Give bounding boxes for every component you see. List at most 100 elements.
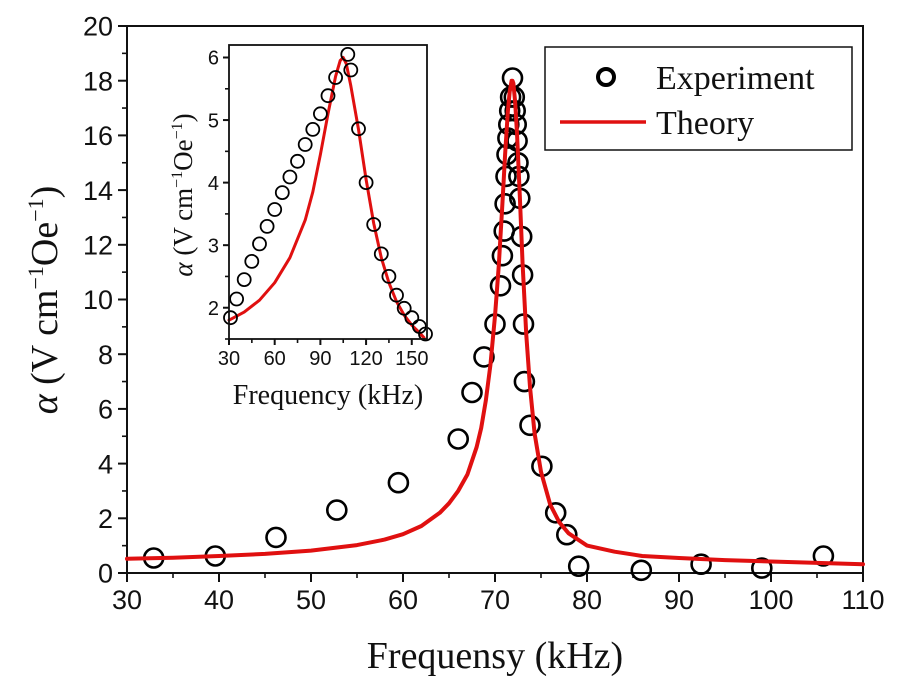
inset-experiment-point — [358, 175, 374, 191]
inset-y-exp-a: −1 — [169, 171, 186, 188]
main-x-tick-label: 110 — [841, 585, 884, 615]
inset-x-tick-label: 30 — [218, 348, 240, 370]
inset-experiment-point — [396, 300, 412, 316]
inset-experiment-point — [244, 253, 260, 269]
main-plot: 30 40 50 60 70 80 90 100 110 0 2 4 6 8 10 12 14 16 18 20 F… — [23, 12, 885, 677]
inset-frame — [228, 44, 428, 340]
inset-y-unit-a: (V cm — [168, 188, 198, 263]
inset-x-tick-label: 150 — [395, 348, 428, 370]
inset-experiment-point — [267, 202, 283, 217]
main-theory-line — [125, 78, 865, 567]
main-experiment-point — [812, 545, 835, 567]
main-experiment-point — [473, 346, 495, 368]
main-experiment-point — [567, 555, 590, 578]
main-experiment-point — [447, 428, 470, 450]
main-experiment-point — [544, 501, 567, 524]
inset-experiment-point — [404, 310, 420, 326]
main-experiment-point — [630, 559, 653, 582]
inset-y-exp-b: −1 — [169, 122, 186, 139]
main-x-tick-label: 80 — [572, 585, 602, 615]
inset-x-tick-label: 90 — [309, 348, 331, 370]
inset-y-tick-label: 6 — [208, 48, 219, 70]
inset-y-tick-label: 4 — [208, 173, 219, 195]
main-x-tick-label: 40 — [204, 585, 234, 615]
main-theory-series — [125, 78, 865, 567]
inset-y-unit-b: Oe — [168, 139, 198, 170]
inset-experiment-point — [389, 287, 404, 303]
main-x-tick-label: 90 — [664, 585, 694, 615]
inset-experiment-point — [290, 153, 305, 169]
main-experiment-point — [387, 471, 410, 494]
main-x-tick-label: 60 — [388, 585, 418, 615]
y-unit-a: (V cm — [24, 290, 66, 395]
main-experiment-point — [491, 244, 514, 267]
y-symbol: α — [24, 393, 66, 414]
main-x-tick-label: 70 — [480, 585, 510, 615]
inset-x-axis-label: Frequency (kHz) — [233, 380, 423, 411]
legend-experiment-marker — [596, 67, 616, 87]
inset-experiment-point — [223, 310, 238, 326]
inset-experiment-point — [351, 121, 366, 137]
main-experiment-point — [461, 381, 483, 404]
inset-experiment-point — [252, 236, 267, 252]
main-y-tick-label: 6 — [98, 395, 113, 425]
main-experiment-point — [555, 523, 578, 546]
main-y-tick-label: 14 — [83, 176, 113, 206]
inset-y-tick-label: 2 — [208, 298, 219, 320]
legend-frame — [544, 46, 853, 151]
main-y-axis: 0 2 4 6 8 10 12 14 16 18 20 — [83, 12, 127, 589]
y-exp-a: −1 — [23, 266, 48, 289]
main-y-tick-label: 4 — [98, 449, 113, 479]
legend: Experiment Theory — [544, 46, 853, 151]
main-y-tick-label: 10 — [83, 285, 113, 315]
inset-experiment-point — [381, 268, 397, 284]
inset-experiment-point — [343, 62, 359, 78]
inset-plot: 30 60 90 120 150 2 3 4 5 6 Frequency (kHz) α (V … — [168, 44, 433, 411]
inset-experiment-point — [366, 217, 382, 232]
main-x-tick-label: 100 — [748, 585, 793, 615]
main-y-tick-label: 20 — [83, 12, 113, 42]
main-experiment-point — [690, 553, 712, 576]
inset-y-close: ) — [168, 113, 198, 122]
svg-text:α (V cm−1Oe−1): α (V cm−1Oe−1) — [23, 186, 66, 415]
main-x-tick-label: 50 — [296, 585, 326, 615]
inset-experiment-point — [312, 106, 328, 122]
inset-experiment-point — [373, 246, 389, 262]
inset-experiment-point — [259, 218, 275, 234]
y-exp-b: −1 — [23, 198, 48, 221]
main-experiment-point — [494, 193, 516, 215]
main-x-axis: 30 40 50 60 70 80 90 100 110 — [112, 573, 885, 615]
inset-experiment-point — [282, 169, 298, 185]
main-y-tick-label: 16 — [83, 121, 113, 151]
inset-x-tick-label: 120 — [349, 348, 382, 370]
main-y-tick-label: 8 — [98, 340, 113, 370]
inset-experiment-point — [320, 88, 336, 104]
inset-experiment-point — [305, 121, 321, 137]
inset-y-tick-label: 3 — [208, 235, 219, 257]
main-experiment-point — [265, 526, 287, 549]
main-experiment-point — [750, 557, 773, 579]
main-x-tick-label: 30 — [112, 585, 142, 615]
inset-experiment-point — [274, 185, 290, 201]
legend-theory-label: Theory — [656, 105, 754, 142]
y-unit-b: Oe — [24, 222, 66, 266]
inset-experiment-point — [229, 291, 245, 307]
main-y-tick-label: 18 — [83, 66, 113, 96]
main-y-axis-label: α (V cm−1Oe−1) — [23, 186, 66, 415]
inset-experiment-point — [340, 47, 356, 62]
main-y-tick-label: 0 — [98, 559, 113, 589]
main-experiment-point — [493, 220, 516, 242]
inset-experiment-point — [328, 70, 344, 85]
inset-y-axis-label: α (V cm−1Oe−1) — [168, 113, 198, 276]
inset-y-tick-label: 5 — [208, 110, 219, 132]
svg-text:α (V cm−1Oe−1): α (V cm−1Oe−1) — [168, 113, 198, 276]
main-experiment-point — [519, 414, 541, 437]
inset-experiment-point — [418, 326, 433, 342]
y-close: ) — [24, 186, 66, 199]
inset-y-symbol: α — [168, 262, 198, 277]
legend-experiment-label: Experiment — [656, 60, 815, 97]
main-y-tick-label: 2 — [98, 504, 113, 534]
main-experiment-point — [513, 370, 536, 393]
main-experiment-point — [489, 274, 512, 297]
